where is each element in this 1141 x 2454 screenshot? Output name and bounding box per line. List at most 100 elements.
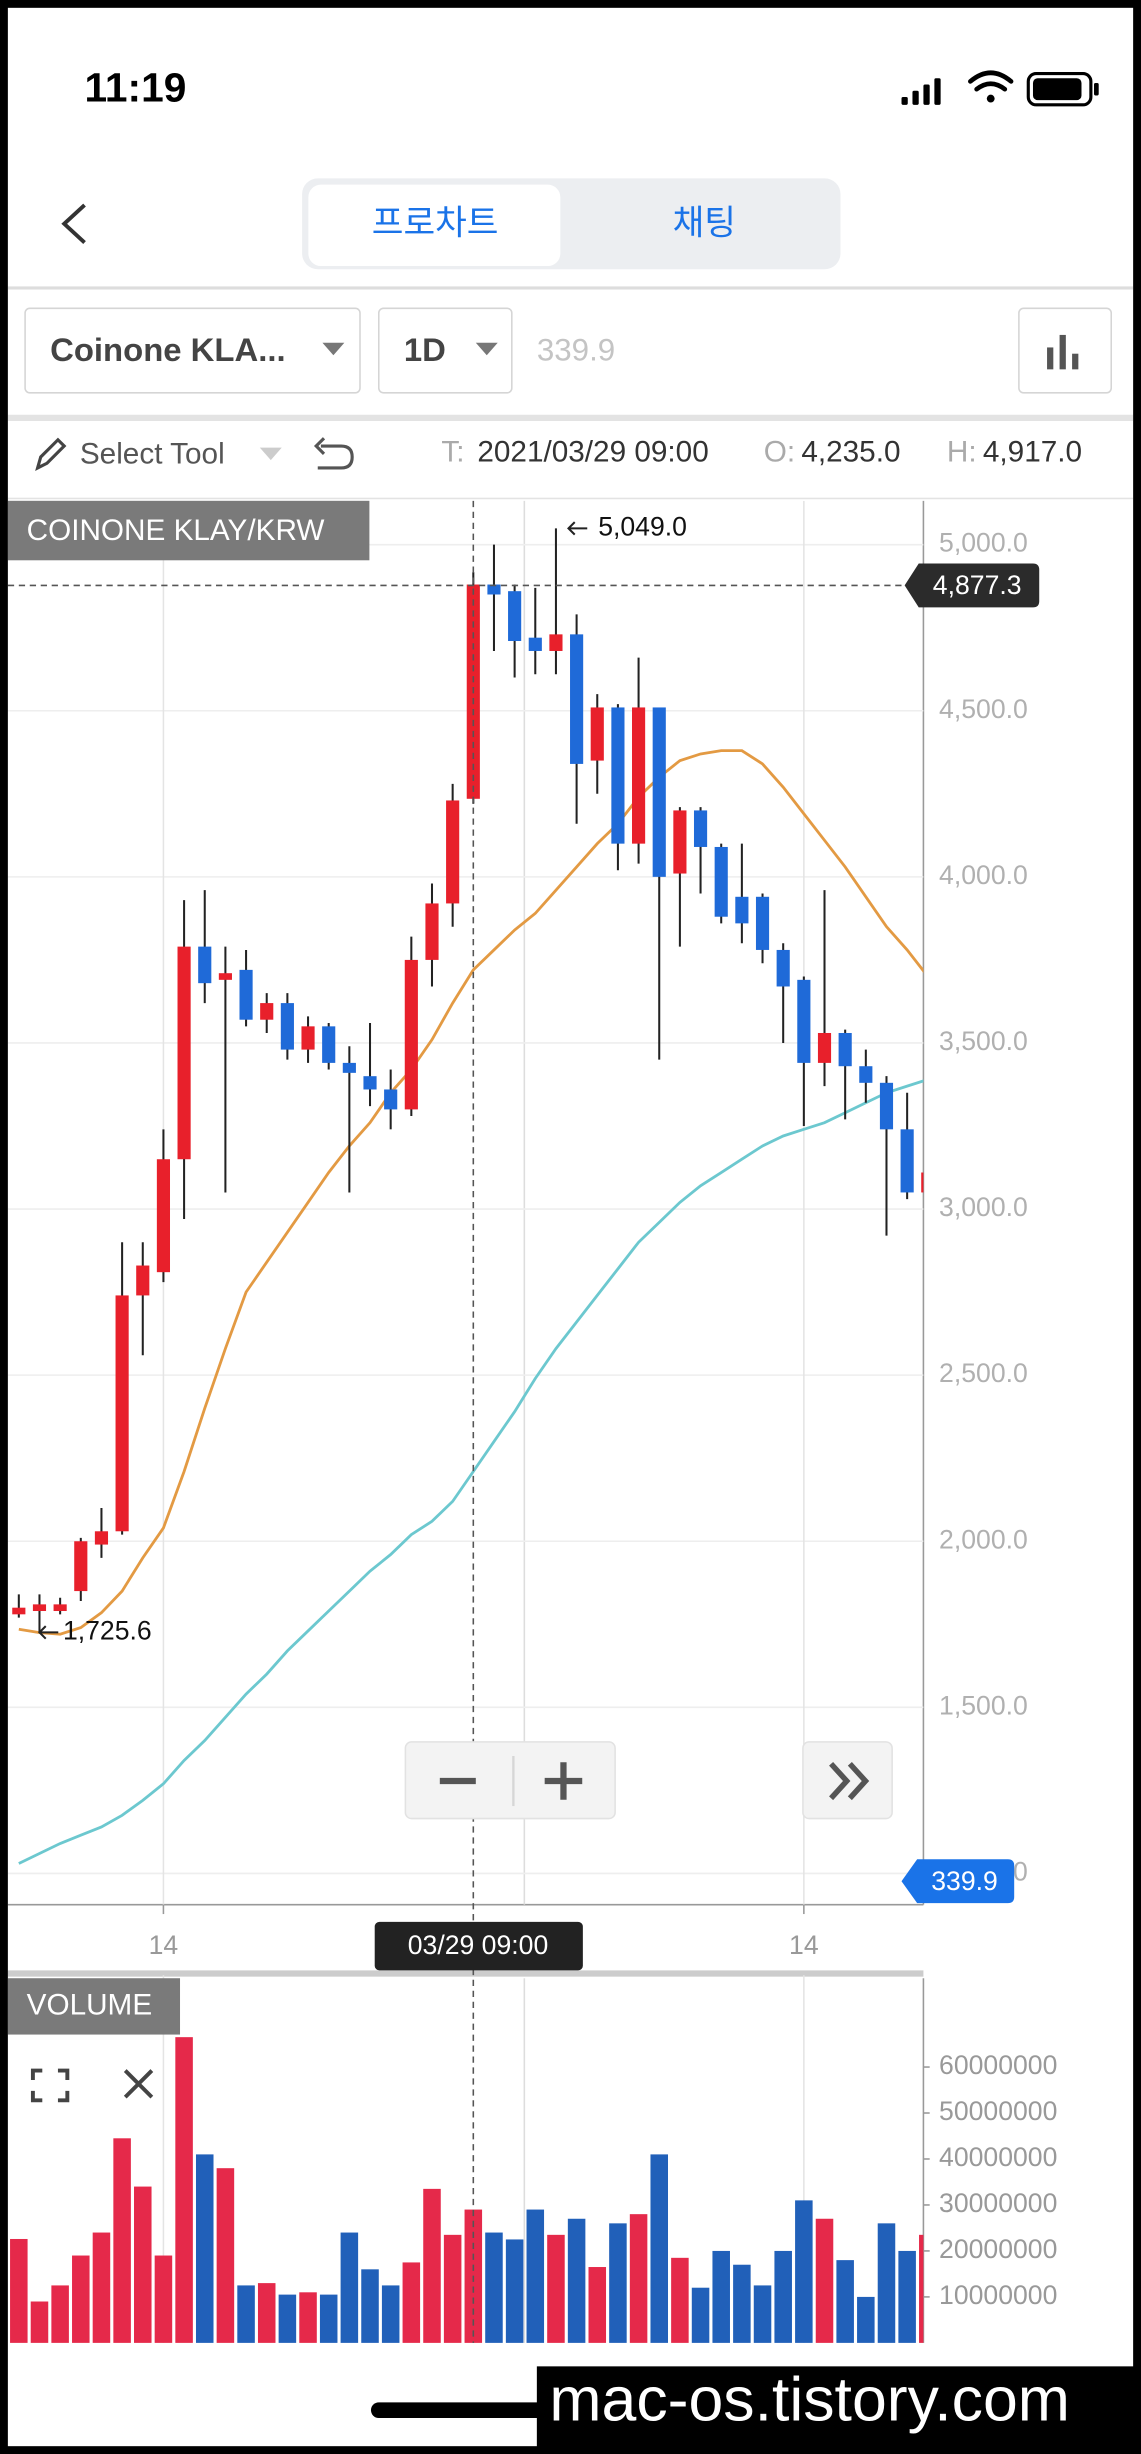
candle-body — [384, 1089, 398, 1110]
scroll-icon — [829, 1761, 870, 1801]
toolbar-price: 339.9 — [537, 332, 615, 367]
pencil-icon — [35, 437, 67, 471]
volume-bar — [650, 2154, 669, 2343]
volume-bar — [72, 2255, 90, 2343]
candle-body — [487, 584, 501, 595]
volume-bar — [609, 2223, 627, 2343]
dropdown-caret — [322, 342, 345, 356]
low-marker: 1,725.6 — [63, 1615, 152, 1645]
candle-body — [363, 1076, 377, 1090]
volume-bar — [857, 2296, 875, 2343]
volume-bar — [671, 2257, 689, 2343]
volume-bar — [361, 2269, 379, 2343]
moving-average-line — [18, 1079, 924, 1865]
interval-text: 1D — [404, 331, 446, 368]
volume-title: VOLUME — [27, 1988, 153, 2021]
candle-body — [735, 896, 749, 924]
crosshair-y-tag — [904, 563, 1040, 608]
high-marker: 5,049.0 — [598, 511, 687, 541]
candle-body — [879, 1082, 894, 1130]
volume-bar — [898, 2250, 916, 2343]
candle-body — [797, 979, 811, 1063]
candle-body — [446, 800, 460, 904]
volume-bar — [795, 2200, 813, 2343]
expand-button[interactable] — [30, 2068, 70, 2103]
volume-bar — [567, 2218, 586, 2343]
volume-bar — [423, 2188, 441, 2343]
zoom-control — [404, 1741, 616, 1820]
tab[interactable]: 채팅 — [673, 204, 736, 242]
volume-bar — [402, 2262, 421, 2343]
volume-bar — [299, 2292, 317, 2343]
candle-body — [776, 949, 790, 987]
candle-body — [404, 959, 418, 1110]
volume-bar — [629, 2214, 648, 2343]
moving-average-line — [18, 749, 924, 1636]
y-tick-label: 5,000.0 — [939, 528, 1028, 558]
y-tick-label: 2,000.0 — [939, 1524, 1028, 1554]
candle-body — [900, 1129, 914, 1193]
candle-body — [74, 1541, 88, 1592]
chart-type-icon — [1047, 334, 1079, 370]
symbol-dropdown[interactable] — [24, 307, 361, 394]
select-tool[interactable]: Select Tool — [80, 437, 225, 470]
marker-arrow — [38, 1625, 59, 1640]
volume-bar — [134, 2186, 152, 2343]
candle-body — [322, 1026, 336, 1063]
volume-bar — [10, 2238, 28, 2343]
x-tick-label: 14 — [149, 1930, 179, 1960]
divider — [7, 286, 1134, 290]
volume-bar — [815, 2218, 834, 2343]
wifi-icon — [968, 70, 1014, 103]
candle-body — [673, 810, 687, 874]
candle-body — [177, 946, 191, 1160]
watermark: mac-os.tistory.com — [549, 2364, 1070, 2434]
candle-body — [198, 946, 212, 984]
volume-bar — [113, 2138, 131, 2343]
y-tick-label: 4,500.0 — [939, 694, 1028, 724]
candle-body — [12, 1607, 26, 1615]
legend-bar: Select Tool T: 2021/03/29 09:00 O: 4,235… — [35, 436, 1082, 471]
candle-body — [921, 1172, 924, 1193]
candle-body — [53, 1604, 67, 1612]
pane-separator — [7, 1970, 924, 1977]
zoom-in-button[interactable] — [544, 1762, 583, 1800]
marker-arrow — [567, 521, 588, 536]
back-button[interactable] — [61, 203, 86, 245]
symbol-text: Coinone KLA... — [50, 331, 285, 368]
volume-bar — [753, 2285, 772, 2343]
dropdown-caret — [259, 447, 282, 461]
candle-body — [859, 1066, 873, 1083]
undo-button[interactable] — [313, 437, 354, 470]
volume-bar — [877, 2223, 896, 2343]
tab-active-bg[interactable] — [308, 184, 561, 267]
candle-body — [714, 846, 728, 917]
y-tick-label: 3,000.0 — [939, 1192, 1028, 1222]
candle-body — [156, 1159, 171, 1273]
candle-body — [425, 903, 439, 960]
candle-body — [239, 969, 253, 1020]
volume-bar — [712, 2250, 730, 2343]
interval-dropdown[interactable] — [377, 307, 513, 394]
volume-bar — [691, 2287, 710, 2343]
crosshair-y-label: 4,877.3 — [933, 570, 1022, 600]
candle-body — [549, 634, 563, 651]
close-button[interactable] — [123, 2069, 154, 2099]
y-tick-label: 10000000 — [939, 2280, 1057, 2310]
y-tick-label: 3,500.0 — [939, 1026, 1028, 1056]
tab[interactable]: 프로차트 — [372, 204, 499, 242]
field-value: 4,235.0 — [801, 436, 900, 469]
volume-bar — [588, 2267, 607, 2343]
price-plot — [7, 500, 924, 1905]
volume-bar — [51, 2285, 69, 2343]
y-tick-label: 20000000 — [939, 2234, 1057, 2264]
candle-body — [570, 634, 584, 764]
volume-bar — [505, 2239, 524, 2343]
field-value: 2021/03/29 09:00 — [477, 436, 708, 469]
last-price-tag — [901, 1859, 1015, 1904]
divider — [7, 497, 1134, 500]
candle-body — [280, 1003, 294, 1050]
volume-title-box — [7, 1978, 181, 2035]
